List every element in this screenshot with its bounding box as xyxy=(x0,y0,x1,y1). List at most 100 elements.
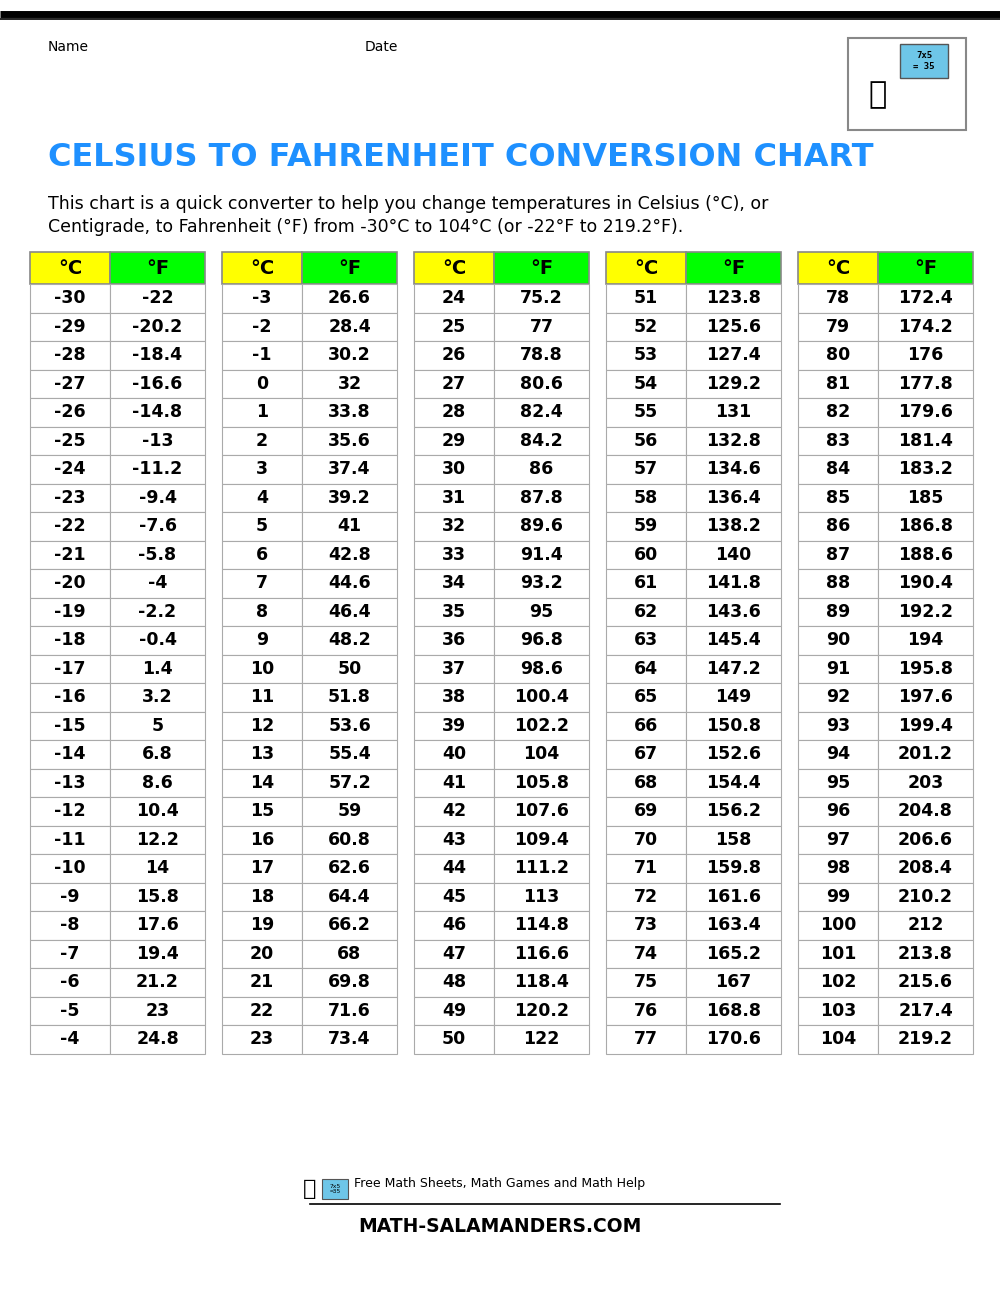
Text: 183.2: 183.2 xyxy=(898,461,953,479)
Bar xyxy=(414,512,494,541)
Bar xyxy=(606,712,686,740)
Text: 188.6: 188.6 xyxy=(898,546,953,564)
Text: 14: 14 xyxy=(250,774,274,792)
Text: 116.6: 116.6 xyxy=(514,945,569,963)
Bar xyxy=(798,939,878,968)
Text: 71: 71 xyxy=(634,859,658,877)
Text: 163.4: 163.4 xyxy=(706,916,761,934)
Bar xyxy=(494,484,589,512)
Text: 96.8: 96.8 xyxy=(520,631,563,650)
Bar xyxy=(878,541,973,569)
Text: 38: 38 xyxy=(442,688,466,707)
Bar xyxy=(606,626,686,655)
Bar xyxy=(494,655,589,683)
Text: 1.4: 1.4 xyxy=(142,660,173,678)
Bar xyxy=(686,541,781,569)
Text: °C: °C xyxy=(250,259,274,277)
Bar xyxy=(878,968,973,996)
Bar xyxy=(606,399,686,427)
Text: 100: 100 xyxy=(820,916,856,934)
Bar xyxy=(798,569,878,598)
Bar xyxy=(302,769,397,797)
Bar xyxy=(798,342,878,370)
Bar xyxy=(494,911,589,939)
Bar xyxy=(494,769,589,797)
Bar xyxy=(110,342,205,370)
Bar xyxy=(222,283,302,312)
Text: -2.2: -2.2 xyxy=(138,603,177,621)
Text: 93.2: 93.2 xyxy=(520,575,563,593)
Text: -18.4: -18.4 xyxy=(132,347,183,364)
Text: 7x5
=35: 7x5 =35 xyxy=(329,1184,341,1194)
Bar xyxy=(494,427,589,455)
Text: °C: °C xyxy=(58,259,82,277)
Bar xyxy=(222,769,302,797)
Bar xyxy=(222,883,302,911)
Text: -27: -27 xyxy=(54,375,86,393)
Bar xyxy=(878,683,973,712)
Bar xyxy=(302,797,397,826)
Text: 4: 4 xyxy=(256,489,268,507)
Text: CELSIUS TO FAHRENHEIT CONVERSION CHART: CELSIUS TO FAHRENHEIT CONVERSION CHART xyxy=(48,142,874,173)
Text: 213.8: 213.8 xyxy=(898,945,953,963)
Bar xyxy=(606,569,686,598)
Text: 123.8: 123.8 xyxy=(706,290,761,307)
Text: 98: 98 xyxy=(826,859,850,877)
Bar xyxy=(798,512,878,541)
Text: 16: 16 xyxy=(250,831,274,849)
Text: 91.4: 91.4 xyxy=(520,546,563,564)
Bar xyxy=(878,939,973,968)
Bar xyxy=(110,655,205,683)
Text: 26.6: 26.6 xyxy=(328,290,371,307)
Bar xyxy=(686,712,781,740)
Text: -14.8: -14.8 xyxy=(132,404,183,422)
Bar xyxy=(414,427,494,455)
Text: -13: -13 xyxy=(54,774,86,792)
Text: -28: -28 xyxy=(54,347,86,364)
Bar xyxy=(302,996,397,1025)
Bar xyxy=(606,826,686,854)
Bar xyxy=(878,370,973,399)
Text: -26: -26 xyxy=(54,404,86,422)
Text: 149: 149 xyxy=(715,688,752,707)
Text: 61: 61 xyxy=(634,575,658,593)
Text: 31: 31 xyxy=(442,489,466,507)
Bar xyxy=(222,626,302,655)
Bar xyxy=(606,455,686,484)
Bar xyxy=(414,569,494,598)
Text: 69.8: 69.8 xyxy=(328,973,371,991)
Text: °F: °F xyxy=(914,259,937,277)
Text: 28.4: 28.4 xyxy=(328,318,371,335)
Bar xyxy=(302,541,397,569)
Bar xyxy=(30,455,110,484)
Text: 36: 36 xyxy=(442,631,466,650)
Text: 156.2: 156.2 xyxy=(706,802,761,820)
Text: 🦎: 🦎 xyxy=(303,1179,317,1200)
Bar xyxy=(414,626,494,655)
Text: 114.8: 114.8 xyxy=(514,916,569,934)
Bar xyxy=(222,968,302,996)
Bar xyxy=(606,283,686,312)
Bar xyxy=(302,484,397,512)
Bar xyxy=(798,484,878,512)
Text: 74: 74 xyxy=(634,945,658,963)
Text: -24: -24 xyxy=(54,461,86,479)
Text: 168.8: 168.8 xyxy=(706,1002,761,1020)
Bar xyxy=(302,569,397,598)
Text: 147.2: 147.2 xyxy=(706,660,761,678)
Bar xyxy=(414,541,494,569)
Bar xyxy=(686,740,781,769)
Text: 87.8: 87.8 xyxy=(520,489,563,507)
Text: 186.8: 186.8 xyxy=(898,518,953,536)
Text: 120.2: 120.2 xyxy=(514,1002,569,1020)
Text: 72: 72 xyxy=(634,888,658,906)
Text: 143.6: 143.6 xyxy=(706,603,761,621)
Bar xyxy=(110,370,205,399)
Text: 208.4: 208.4 xyxy=(898,859,953,877)
Bar xyxy=(110,911,205,939)
Text: -21: -21 xyxy=(54,546,86,564)
Text: 89: 89 xyxy=(826,603,850,621)
Bar xyxy=(30,883,110,911)
Bar xyxy=(222,683,302,712)
Bar xyxy=(686,370,781,399)
